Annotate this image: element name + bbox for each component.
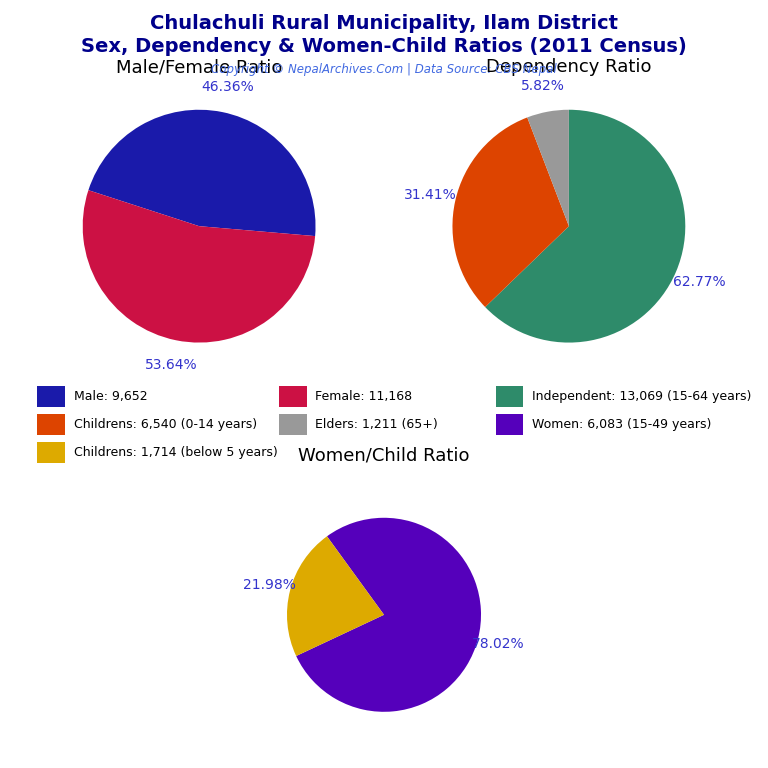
Text: Female: 11,168: Female: 11,168 [316,390,412,402]
Wedge shape [88,110,316,236]
FancyBboxPatch shape [38,414,65,435]
Title: Male/Female Ratio: Male/Female Ratio [116,58,283,76]
Title: Women/Child Ratio: Women/Child Ratio [298,447,470,465]
Text: Independent: 13,069 (15-64 years): Independent: 13,069 (15-64 years) [532,390,751,402]
FancyBboxPatch shape [496,386,523,407]
Text: 46.36%: 46.36% [201,80,253,94]
FancyBboxPatch shape [280,386,306,407]
Text: 78.02%: 78.02% [472,637,525,651]
Text: 62.77%: 62.77% [674,275,726,289]
Text: 21.98%: 21.98% [243,578,296,592]
Text: Sex, Dependency & Women-Child Ratios (2011 Census): Sex, Dependency & Women-Child Ratios (20… [81,37,687,56]
Wedge shape [83,190,315,343]
Text: Childrens: 1,714 (below 5 years): Childrens: 1,714 (below 5 years) [74,445,277,458]
Wedge shape [485,110,685,343]
Text: Elders: 1,211 (65+): Elders: 1,211 (65+) [316,418,439,431]
Wedge shape [287,536,384,656]
FancyBboxPatch shape [280,414,306,435]
Wedge shape [452,118,569,307]
Text: Copyright © NepalArchives.Com | Data Source: CBS Nepal: Copyright © NepalArchives.Com | Data Sou… [211,63,557,76]
FancyBboxPatch shape [38,386,65,407]
Wedge shape [528,110,569,226]
Text: 31.41%: 31.41% [404,188,457,203]
Text: Childrens: 6,540 (0-14 years): Childrens: 6,540 (0-14 years) [74,418,257,431]
Title: Dependency Ratio: Dependency Ratio [486,58,651,76]
FancyBboxPatch shape [38,442,65,463]
Text: Women: 6,083 (15-49 years): Women: 6,083 (15-49 years) [532,418,711,431]
FancyBboxPatch shape [496,414,523,435]
Wedge shape [296,518,481,712]
Text: Male: 9,652: Male: 9,652 [74,390,147,402]
Text: 5.82%: 5.82% [521,80,565,94]
Text: Chulachuli Rural Municipality, Ilam District: Chulachuli Rural Municipality, Ilam Dist… [150,14,618,33]
Text: 53.64%: 53.64% [144,359,197,372]
